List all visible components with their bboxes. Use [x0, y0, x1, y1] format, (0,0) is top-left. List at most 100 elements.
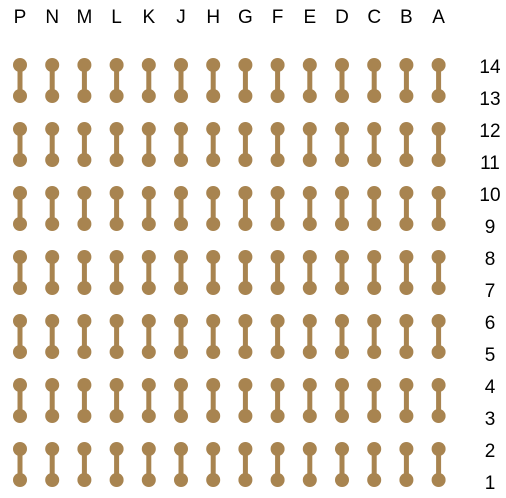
pad-trace	[81, 449, 87, 480]
pad	[13, 250, 27, 264]
pad-trace	[371, 449, 377, 480]
pad	[141, 281, 156, 295]
pad	[206, 409, 221, 423]
pad	[270, 314, 285, 328]
pad	[302, 89, 317, 103]
pad-trace	[114, 65, 120, 96]
pad	[174, 153, 188, 167]
pad	[45, 250, 60, 264]
pad	[238, 122, 253, 136]
pad	[335, 314, 349, 328]
pad-trace	[49, 65, 55, 96]
pad-trace	[403, 129, 409, 160]
pad	[238, 442, 253, 456]
pad-trace	[403, 385, 409, 416]
pad	[13, 186, 27, 200]
pad	[238, 89, 253, 103]
pad	[270, 409, 285, 423]
pad-trace	[210, 65, 216, 96]
pad-trace	[371, 385, 377, 416]
pad	[270, 281, 285, 295]
pad	[367, 473, 382, 487]
pad-trace	[146, 321, 152, 352]
pad	[335, 345, 349, 359]
row-label: 7	[485, 281, 496, 302]
pad	[431, 186, 446, 200]
pad	[270, 122, 285, 136]
pad	[431, 345, 446, 359]
pad	[13, 89, 27, 103]
pad	[174, 473, 188, 487]
pad	[45, 345, 60, 359]
pad	[367, 442, 382, 456]
pad	[399, 378, 414, 392]
pad-trace	[436, 193, 442, 224]
pad	[367, 345, 382, 359]
pad-trace	[49, 129, 55, 160]
pad	[302, 442, 317, 456]
pad	[77, 186, 92, 200]
pad	[399, 442, 414, 456]
pad	[399, 473, 414, 487]
pad	[141, 345, 156, 359]
pad	[45, 473, 60, 487]
pad-trace	[114, 129, 120, 160]
row-label: 9	[485, 217, 496, 238]
pad-trace	[17, 321, 23, 352]
pad	[335, 473, 349, 487]
pad-trace	[178, 385, 184, 416]
pad	[109, 473, 124, 487]
pad-trace	[49, 321, 55, 352]
row-label: 6	[485, 313, 496, 334]
pad-trace	[146, 449, 152, 480]
pad	[367, 281, 382, 295]
pad-trace	[307, 193, 313, 224]
pad	[206, 281, 221, 295]
pad	[302, 153, 317, 167]
pad-trace	[114, 321, 120, 352]
pad-trace	[49, 257, 55, 288]
pad	[335, 122, 349, 136]
pad	[77, 281, 92, 295]
pad-trace	[275, 321, 281, 352]
pad-trace	[307, 385, 313, 416]
pad	[431, 122, 446, 136]
pad	[141, 58, 156, 72]
pad	[302, 250, 317, 264]
pad	[270, 58, 285, 72]
column-label: E	[303, 7, 316, 28]
pad-trace	[339, 449, 345, 480]
pad-trace	[275, 65, 281, 96]
pad-trace	[307, 321, 313, 352]
pad	[206, 58, 221, 72]
pad-trace	[17, 65, 23, 96]
pad-trace	[178, 129, 184, 160]
pad-trace	[275, 449, 281, 480]
pad-trace	[210, 129, 216, 160]
pad	[45, 89, 60, 103]
pad	[399, 314, 414, 328]
pad-trace	[81, 65, 87, 96]
pad	[431, 378, 446, 392]
pad	[238, 409, 253, 423]
pad	[141, 473, 156, 487]
pad	[367, 250, 382, 264]
pad-trace	[275, 385, 281, 416]
pad	[367, 186, 382, 200]
pad	[109, 314, 124, 328]
column-label: J	[176, 7, 186, 28]
pad	[367, 58, 382, 72]
pad-trace	[114, 193, 120, 224]
pad	[109, 442, 124, 456]
pad	[77, 473, 92, 487]
pad-trace	[49, 385, 55, 416]
pad	[367, 409, 382, 423]
pad-trace	[146, 385, 152, 416]
pad	[13, 345, 27, 359]
pad-trace	[403, 449, 409, 480]
pad	[302, 122, 317, 136]
pad-trace	[403, 321, 409, 352]
pad	[399, 281, 414, 295]
column-label: H	[206, 7, 220, 28]
pad	[141, 217, 156, 231]
